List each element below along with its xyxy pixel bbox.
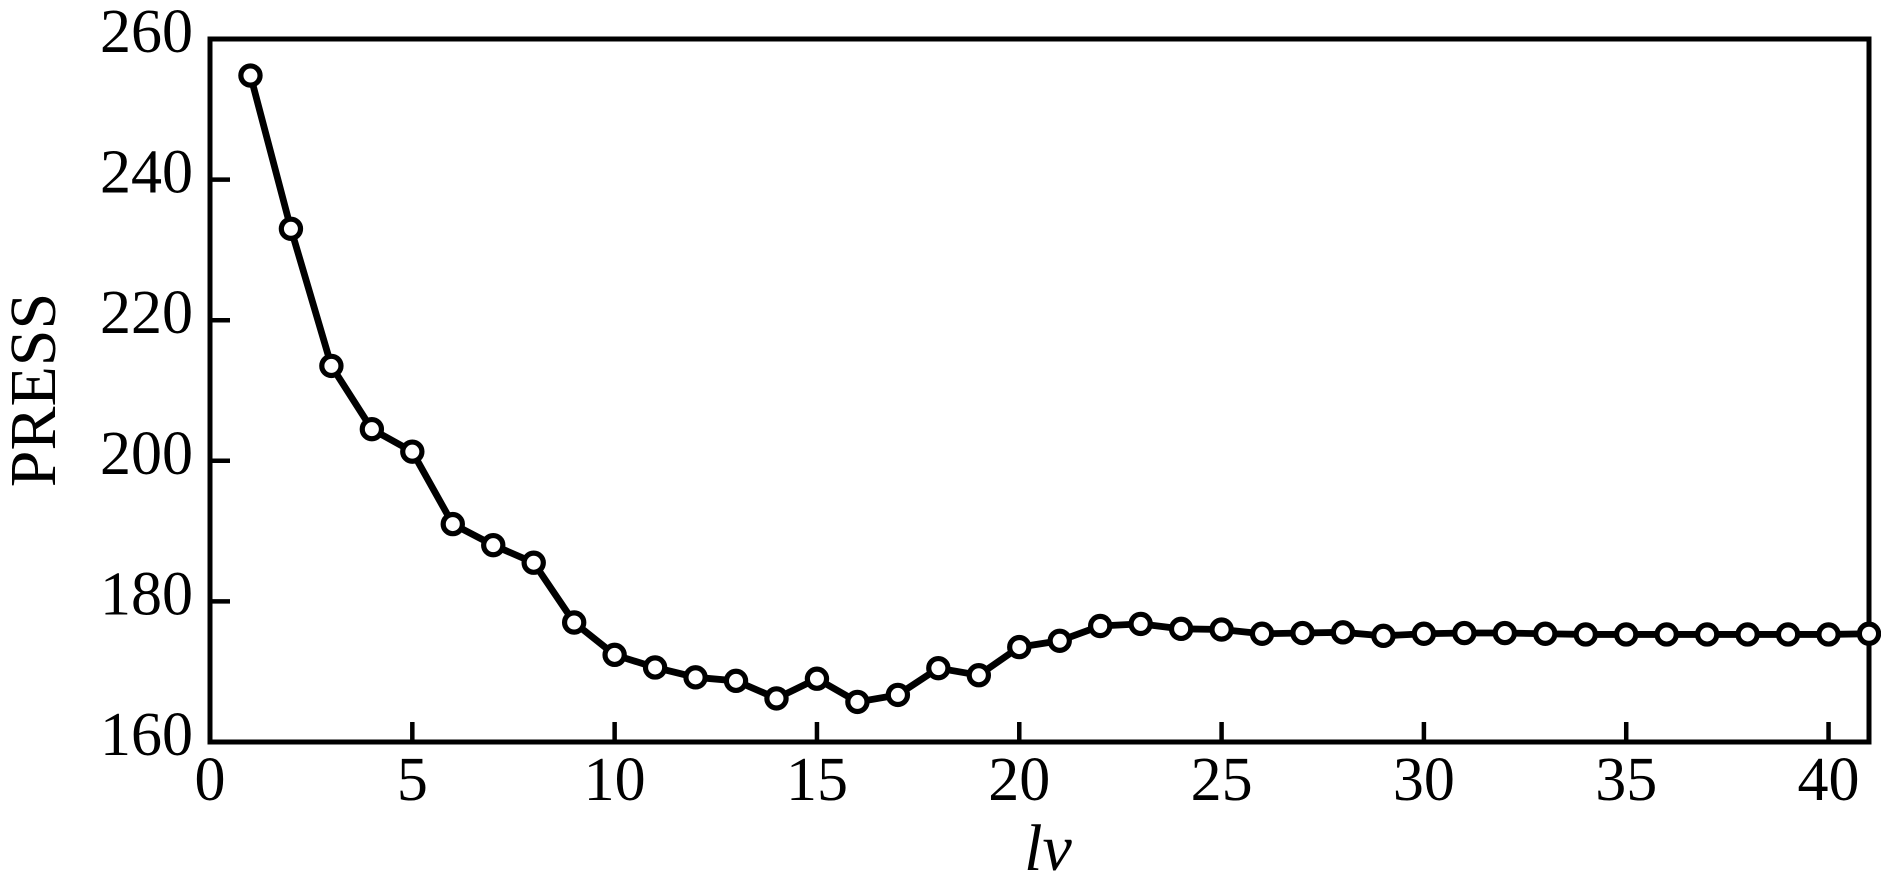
y-tick-label: 240 (100, 139, 193, 207)
data-point-marker (481, 532, 506, 558)
x-tick-label: 10 (584, 746, 646, 814)
x-tick-label: 40 (1798, 746, 1860, 814)
data-point-marker (764, 686, 789, 711)
data-point-marker (1533, 621, 1558, 646)
data-line (247, 74, 1870, 706)
data-point-marker (1492, 620, 1518, 646)
data-point-marker (804, 666, 830, 691)
data-point-marker (1168, 616, 1194, 642)
data-point-marker (1614, 622, 1639, 647)
x-tick-label: 30 (1393, 746, 1455, 814)
data-point-marker (561, 610, 587, 635)
data-point-marker (1128, 611, 1153, 637)
data-point-marker (723, 668, 749, 694)
data-point-marker (238, 63, 263, 88)
data-point-marker (359, 416, 385, 442)
y-tick-label: 260 (100, 0, 193, 66)
plot-area: 0 5 10 15 20 25 30 35 40 160 180 200 220 240 260 (100, 0, 1881, 814)
data-point-marker (1007, 634, 1032, 660)
x-tick-label: 15 (786, 746, 848, 814)
data-point-marker (1047, 628, 1072, 653)
data-point-marker (885, 682, 911, 708)
data-point-marker (1775, 622, 1801, 647)
x-axis-title: lv (1024, 812, 1072, 885)
data-point-marker (1654, 622, 1679, 647)
data-point-marker (1735, 622, 1760, 647)
x-tick-label: 20 (988, 746, 1050, 814)
data-point-marker (845, 689, 870, 715)
data-point-marker (440, 511, 465, 537)
x-tick-label: 5 (397, 746, 428, 814)
y-tick-label: 180 (100, 560, 193, 628)
x-tick-label: 0 (195, 746, 226, 814)
data-point-marker (1816, 622, 1841, 647)
y-tick-label: 160 (100, 701, 193, 769)
data-point-marker (926, 655, 951, 681)
y-tick-label: 200 (100, 420, 193, 488)
data-point-marker (1694, 622, 1720, 647)
data-point-marker (602, 642, 627, 668)
x-tick-label: 25 (1191, 746, 1253, 814)
plot-border (207, 36, 1872, 745)
x-tick-label: 35 (1595, 746, 1657, 814)
data-point-marker (683, 665, 708, 690)
data-point-marker (642, 655, 668, 680)
data-point-marker (1249, 621, 1275, 646)
y-tick-label: 220 (100, 279, 193, 347)
y-axis-title: PRESS (0, 293, 70, 487)
data-point-marker (1209, 617, 1234, 642)
data-point-marker (1371, 623, 1396, 649)
data-point-marker (521, 550, 546, 575)
data-point-marker (1330, 620, 1356, 645)
data-point-marker (1573, 622, 1598, 647)
data-point-marker (400, 439, 425, 464)
data-point-marker (1452, 620, 1477, 646)
data-point-marker (966, 663, 992, 688)
data-point-marker (1290, 620, 1315, 646)
data-point-marker (1087, 613, 1113, 639)
data-point-marker (278, 216, 304, 242)
data-point-marker (1411, 621, 1437, 646)
data-point-marker (1856, 621, 1881, 646)
data-point-marker (319, 353, 344, 379)
